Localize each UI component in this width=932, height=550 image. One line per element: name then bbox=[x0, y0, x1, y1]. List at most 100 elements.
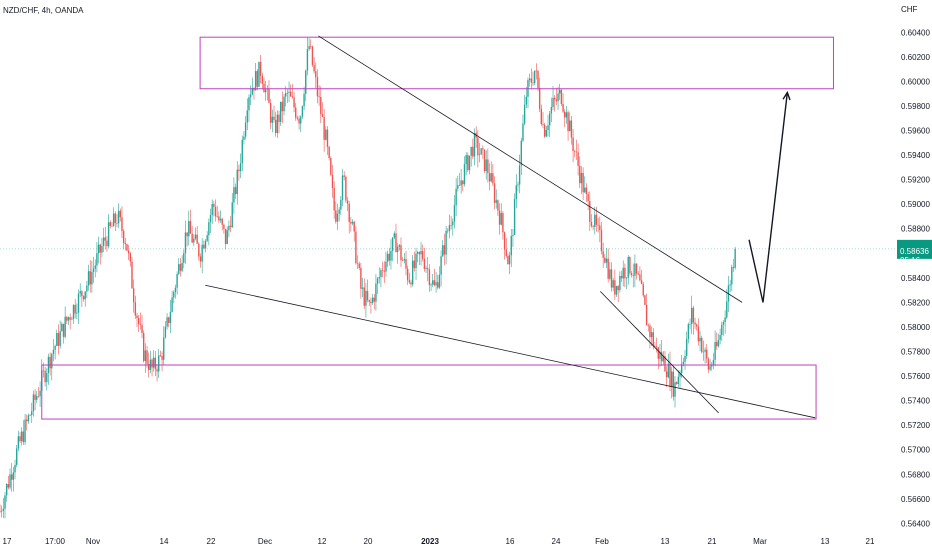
candle bbox=[532, 71, 534, 86]
candle bbox=[116, 213, 118, 228]
candle bbox=[413, 251, 416, 272]
candle-body bbox=[231, 202, 233, 228]
candle-body bbox=[403, 259, 406, 261]
candle-body bbox=[602, 251, 604, 258]
candle bbox=[71, 316, 73, 320]
candle-body bbox=[396, 246, 399, 253]
candle-body bbox=[411, 260, 414, 285]
candle bbox=[181, 255, 183, 273]
candle bbox=[442, 239, 444, 258]
candle bbox=[24, 413, 26, 446]
candle-body bbox=[503, 232, 506, 250]
candle bbox=[345, 175, 347, 203]
candle bbox=[326, 126, 329, 155]
candle bbox=[91, 260, 93, 293]
candle-body bbox=[9, 474, 11, 488]
candle bbox=[655, 337, 658, 353]
candle bbox=[574, 149, 576, 158]
candle bbox=[570, 115, 573, 145]
candle bbox=[437, 274, 439, 290]
candle-body bbox=[391, 237, 394, 251]
candle-body bbox=[57, 333, 60, 346]
candle bbox=[547, 114, 549, 137]
candle bbox=[363, 278, 365, 310]
candle bbox=[675, 381, 678, 385]
candle-body bbox=[361, 287, 364, 289]
candle-body bbox=[440, 256, 442, 275]
candle bbox=[281, 91, 284, 124]
time-tick-label: 13 bbox=[661, 537, 670, 546]
candle bbox=[238, 164, 240, 181]
candle-body bbox=[502, 213, 504, 233]
candle bbox=[101, 237, 103, 258]
candle-body bbox=[158, 355, 160, 372]
candle bbox=[221, 217, 223, 231]
price-axis[interactable]: 0.60400 0.60200 0.60000 0.59800 0.59600 0.594… bbox=[901, 28, 930, 528]
candle-body bbox=[186, 232, 188, 237]
candle-body bbox=[696, 324, 698, 327]
candle bbox=[525, 86, 528, 108]
candle bbox=[677, 370, 680, 388]
candle bbox=[594, 206, 596, 235]
candle-body bbox=[153, 357, 155, 368]
candle bbox=[450, 215, 452, 230]
candle-body bbox=[24, 419, 26, 443]
candle-body bbox=[660, 351, 663, 362]
candle bbox=[410, 279, 412, 288]
candle bbox=[731, 264, 733, 292]
candle bbox=[0, 504, 1, 513]
candle bbox=[178, 258, 180, 276]
candle-body bbox=[335, 210, 337, 222]
candle-body bbox=[682, 361, 685, 364]
candle bbox=[432, 273, 434, 287]
candle-body bbox=[647, 325, 649, 327]
candle bbox=[328, 145, 330, 161]
candle bbox=[385, 251, 387, 277]
candle bbox=[47, 353, 50, 385]
candle-body bbox=[567, 112, 569, 132]
candle bbox=[427, 257, 429, 282]
candle bbox=[540, 104, 543, 126]
candle-body bbox=[714, 341, 716, 360]
candle-body bbox=[16, 448, 18, 465]
candle bbox=[458, 173, 461, 186]
candle bbox=[163, 326, 165, 366]
time-axis[interactable]: 17 17:00 Nov 14 22 Dec 12 20 2023 16 24 Feb 13 21 Mar 1… bbox=[3, 537, 875, 546]
candle bbox=[624, 263, 626, 288]
candle-body bbox=[639, 274, 641, 281]
candle bbox=[360, 262, 362, 299]
candle-body bbox=[574, 151, 576, 152]
candle-body bbox=[512, 234, 514, 236]
candle bbox=[229, 216, 232, 233]
candle-body bbox=[497, 200, 499, 211]
candle-body bbox=[731, 266, 733, 285]
candle bbox=[259, 54, 262, 84]
candle-body bbox=[343, 175, 345, 177]
candle-body bbox=[634, 263, 636, 276]
candle-body bbox=[199, 256, 202, 262]
candle bbox=[490, 161, 492, 183]
candle bbox=[482, 145, 484, 159]
candle bbox=[340, 196, 342, 215]
candle-body bbox=[109, 222, 111, 227]
candle-body bbox=[178, 264, 180, 274]
candle-body bbox=[22, 431, 25, 443]
candle-body bbox=[313, 65, 315, 72]
candle bbox=[592, 224, 594, 231]
candle-body bbox=[363, 287, 365, 306]
candle bbox=[206, 231, 208, 243]
candle bbox=[189, 209, 192, 234]
candle-body bbox=[216, 216, 218, 217]
candle-body bbox=[637, 273, 639, 275]
candle-body bbox=[281, 101, 284, 112]
candle-body bbox=[104, 237, 106, 241]
candle-body bbox=[564, 111, 566, 118]
candle-body bbox=[206, 235, 208, 241]
candle bbox=[376, 276, 379, 295]
candle-body bbox=[652, 332, 654, 346]
candle bbox=[627, 255, 629, 285]
candle-body bbox=[228, 225, 230, 231]
candle-body bbox=[27, 415, 30, 422]
candle bbox=[109, 220, 111, 229]
